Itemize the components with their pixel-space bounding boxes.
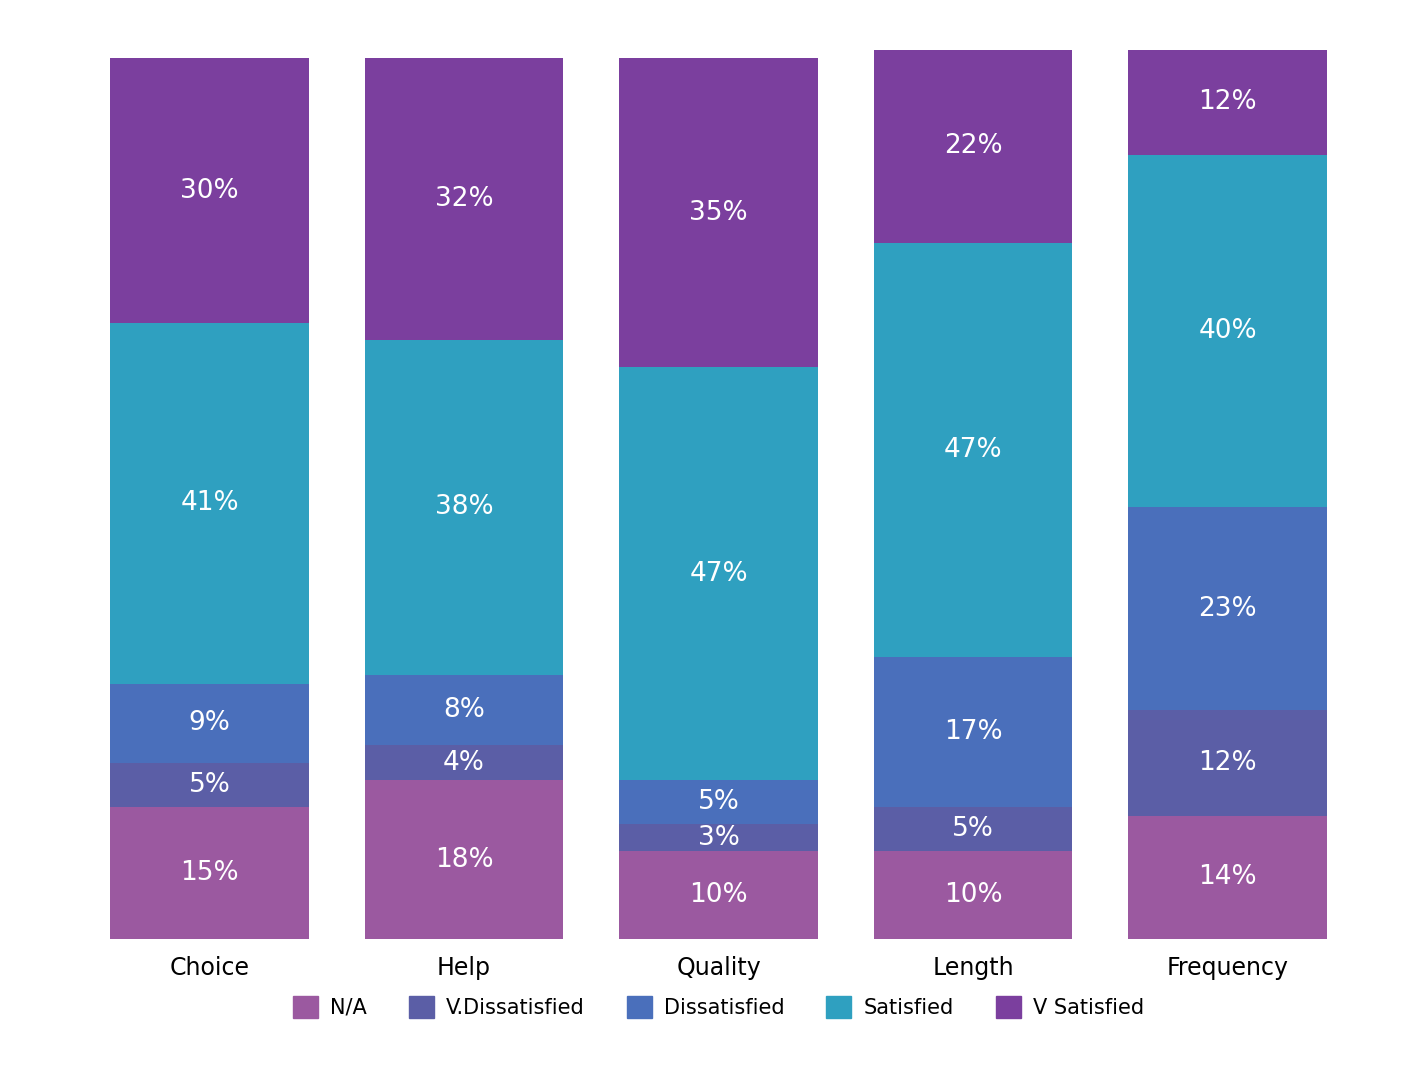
Bar (364, 780, 564, 939)
Text: 35%: 35% (689, 200, 748, 225)
Bar (874, 850, 1073, 939)
Bar (364, 745, 564, 780)
Text: 4%: 4% (443, 750, 485, 776)
Text: 10%: 10% (943, 882, 1002, 908)
Bar (111, 684, 309, 763)
Text: 10%: 10% (689, 882, 748, 908)
Text: 14%: 14% (1198, 864, 1257, 890)
Bar (874, 807, 1073, 850)
Bar (111, 59, 309, 322)
Text: 5%: 5% (952, 816, 995, 842)
Text: 18%: 18% (435, 847, 494, 873)
Bar (619, 59, 818, 367)
Bar (874, 50, 1073, 243)
Bar (1128, 156, 1326, 508)
Text: 38%: 38% (435, 494, 494, 521)
Text: 30%: 30% (181, 177, 239, 204)
Text: 8%: 8% (443, 697, 485, 723)
Bar (619, 367, 818, 780)
Bar (874, 243, 1073, 657)
Bar (111, 763, 309, 807)
Text: 47%: 47% (689, 560, 748, 587)
Text: 5%: 5% (697, 790, 740, 815)
Bar (1128, 50, 1326, 156)
Bar (1128, 710, 1326, 815)
Bar (1128, 815, 1326, 939)
Text: 9%: 9% (189, 711, 231, 736)
Text: 5%: 5% (189, 771, 231, 798)
Bar (111, 322, 309, 684)
Text: 3%: 3% (697, 825, 740, 850)
Bar (364, 59, 564, 340)
Text: 17%: 17% (943, 719, 1002, 745)
Bar (619, 850, 818, 939)
Text: 15%: 15% (181, 860, 239, 886)
Bar (1128, 508, 1326, 710)
Text: 32%: 32% (435, 187, 494, 212)
Bar (874, 657, 1073, 807)
Text: 12%: 12% (1198, 750, 1257, 776)
Text: 47%: 47% (943, 437, 1002, 463)
Bar (364, 674, 564, 745)
Text: 12%: 12% (1198, 90, 1257, 115)
Text: 41%: 41% (181, 490, 239, 516)
Text: 22%: 22% (943, 133, 1002, 159)
Text: 40%: 40% (1198, 318, 1257, 345)
Bar (111, 807, 309, 939)
Bar (619, 780, 818, 825)
Legend: N/A, V.Dissatisfied, Dissatisfied, Satisfied, V Satisfied: N/A, V.Dissatisfied, Dissatisfied, Satis… (282, 986, 1155, 1029)
Bar (619, 825, 818, 850)
Text: 23%: 23% (1198, 595, 1257, 622)
Bar (364, 340, 564, 674)
